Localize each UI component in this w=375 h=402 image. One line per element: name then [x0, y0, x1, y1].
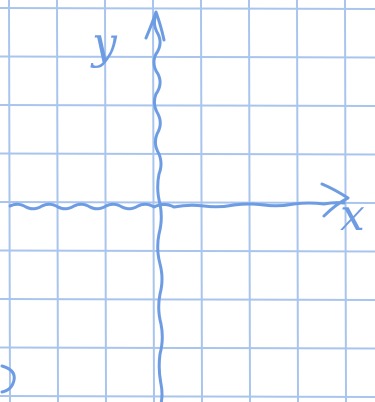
grid-line: [249, 0, 250, 402]
grid-line: [0, 105, 375, 106]
grid-line: [9, 0, 10, 402]
grid-line: [0, 8, 375, 9]
grid-line: [0, 57, 375, 58]
grid-line: [57, 0, 58, 402]
grid-line: [0, 299, 375, 300]
x-axis-label: x: [340, 190, 365, 241]
grid-line: [297, 0, 298, 402]
y-axis-label: y: [90, 18, 118, 69]
grid-line: [201, 0, 202, 402]
grid-line: [0, 396, 375, 397]
grid-line: [0, 154, 375, 155]
grid-line: [0, 251, 375, 252]
grid-line: [0, 348, 375, 349]
graph-paper: y x: [0, 0, 375, 402]
